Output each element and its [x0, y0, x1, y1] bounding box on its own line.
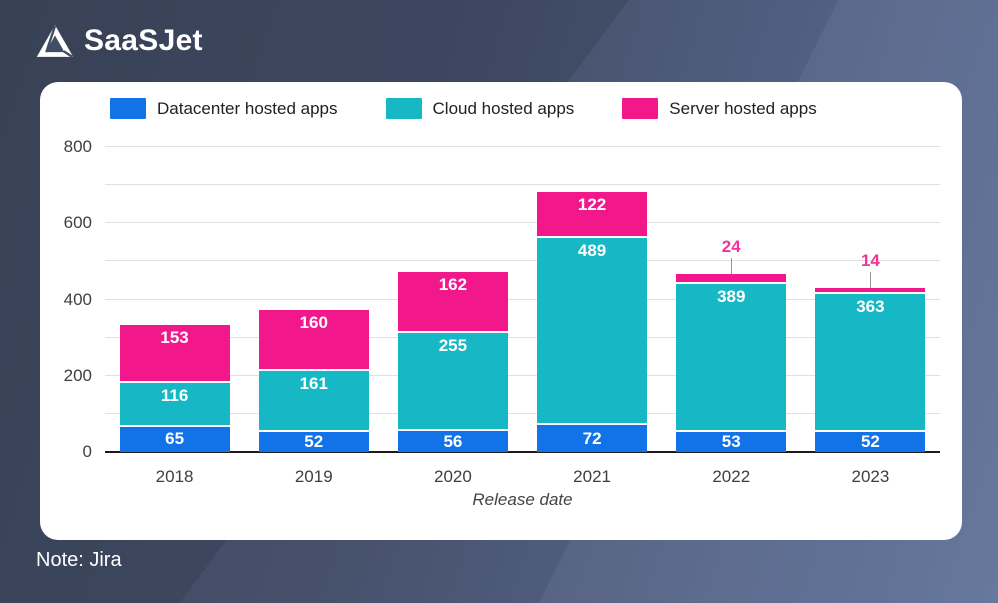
- x-axis-label: 2019: [294, 467, 333, 486]
- note-text: Note: Jira: [36, 549, 122, 571]
- bar-segment-cloud-2021: 489: [537, 238, 648, 425]
- x-axis-title: Release date: [472, 490, 573, 509]
- x-axis-label: 2021: [573, 467, 611, 486]
- bar-value-label: 489: [577, 241, 607, 261]
- x-axis-label: 2020: [433, 467, 472, 486]
- y-axis-label: 600: [63, 213, 92, 233]
- gridline: [105, 374, 940, 376]
- bar-segment-cloud-2018: 116: [119, 383, 230, 428]
- bar-value-label: 122: [577, 194, 607, 214]
- y-axis-label: 800: [63, 137, 92, 156]
- bar-segment-server-2021: 122: [537, 191, 648, 239]
- brand-logo: SaaSJet: [36, 24, 203, 58]
- gridline: [105, 184, 940, 186]
- bar-value-label: 161: [299, 373, 328, 393]
- legend-item-server: Server hosted apps: [622, 98, 817, 119]
- legend-swatch-server: [622, 98, 659, 119]
- legend-swatch-datacenter: [110, 98, 146, 119]
- x-axis-label: 2023: [851, 467, 890, 486]
- y-axis-label: 0: [82, 442, 92, 461]
- bar-segment-datacenter-2021: 72: [537, 424, 648, 452]
- bar-value-label: 53: [721, 431, 741, 451]
- bar-value-label-outside: 24: [721, 237, 741, 257]
- bar-segment-cloud-2023: 363: [815, 293, 926, 433]
- bar-segment-cloud-2020: 255: [397, 333, 508, 431]
- gridline: [105, 222, 940, 224]
- x-axis-baseline: [105, 450, 940, 453]
- legend-item-cloud: Cloud hosted apps: [385, 98, 575, 119]
- bar-value-label: 116: [160, 386, 189, 405]
- gridline: [105, 412, 940, 414]
- bar-value-label: 160: [299, 312, 328, 332]
- legend-swatch-cloud: [385, 98, 422, 119]
- bar-value-label: 52: [304, 432, 324, 452]
- bar-segment-server-2019: 160: [258, 309, 369, 371]
- bar-segment-datacenter-2019: 52: [258, 432, 369, 452]
- bar-value-label: 56: [443, 431, 463, 451]
- bar-segment-server-2020: 162: [397, 271, 508, 334]
- bar-value-label: 363: [856, 296, 885, 316]
- gridline: [105, 336, 940, 338]
- x-axis-label: 2022: [712, 467, 751, 486]
- bar-value-label: 65: [165, 429, 185, 449]
- legend-item-datacenter: Datacenter hosted apps: [110, 98, 338, 119]
- bar-segment-server-2018: 153: [119, 324, 230, 383]
- saasjet-triangle-logo-icon: [36, 25, 74, 58]
- bar-segment-server-2022: [676, 274, 787, 284]
- brand-logo-text: SaaSJet: [84, 24, 203, 57]
- gridline: [105, 298, 940, 300]
- annotation-stem: [730, 258, 732, 275]
- chart-card: Datacenter hosted apps Cloud hosted apps S…: [40, 82, 962, 540]
- bar-segment-datacenter-2018: 65: [119, 427, 230, 452]
- y-axis-label: 400: [63, 289, 92, 309]
- bar-segment-datacenter-2022: 53: [676, 431, 787, 452]
- bar-value-label-outside: 14: [860, 251, 880, 271]
- gridline: [105, 146, 940, 147]
- x-axis-label: 2018: [155, 467, 194, 486]
- annotation-stem: [869, 272, 872, 289]
- bar-segment-cloud-2019: 161: [258, 370, 369, 433]
- bar-value-label: 52: [860, 432, 880, 452]
- bar-segment-server-2023: [815, 288, 926, 294]
- legend-label-datacenter: Datacenter hosted apps: [157, 98, 338, 118]
- bar-value-label: 72: [582, 428, 602, 448]
- legend-label-cloud: Cloud hosted apps: [432, 98, 575, 118]
- bar-value-label: 153: [160, 327, 189, 347]
- gridline: [105, 260, 940, 262]
- chart-legend: Datacenter hosted apps Cloud hosted apps S…: [110, 98, 817, 119]
- bar-segment-datacenter-2020: 56: [397, 430, 508, 452]
- bar-value-label: 162: [438, 274, 468, 294]
- bar-value-label: 255: [438, 336, 468, 356]
- plot-area: 0 200 400 600 800 65 116 153 2018 52 161 160 2019 56 2…: [64, 137, 940, 486]
- bar-segment-cloud-2022: 389: [676, 283, 787, 432]
- y-axis-label: 200: [63, 365, 92, 385]
- bar-segment-datacenter-2023: 52: [815, 432, 926, 452]
- bar-value-label: 389: [717, 286, 746, 306]
- legend-label-server: Server hosted apps: [669, 98, 817, 118]
